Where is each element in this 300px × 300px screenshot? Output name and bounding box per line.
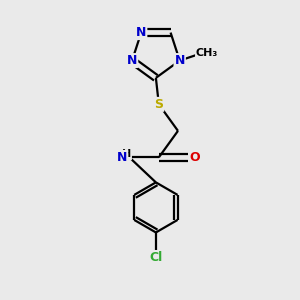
Text: N: N bbox=[127, 54, 137, 67]
Text: N: N bbox=[175, 54, 185, 67]
Text: CH₃: CH₃ bbox=[196, 48, 218, 58]
Text: H: H bbox=[122, 149, 131, 159]
Text: O: O bbox=[189, 151, 200, 164]
Text: S: S bbox=[154, 98, 163, 111]
Text: N: N bbox=[136, 26, 146, 39]
Text: N: N bbox=[117, 151, 127, 164]
Text: Cl: Cl bbox=[149, 251, 163, 264]
